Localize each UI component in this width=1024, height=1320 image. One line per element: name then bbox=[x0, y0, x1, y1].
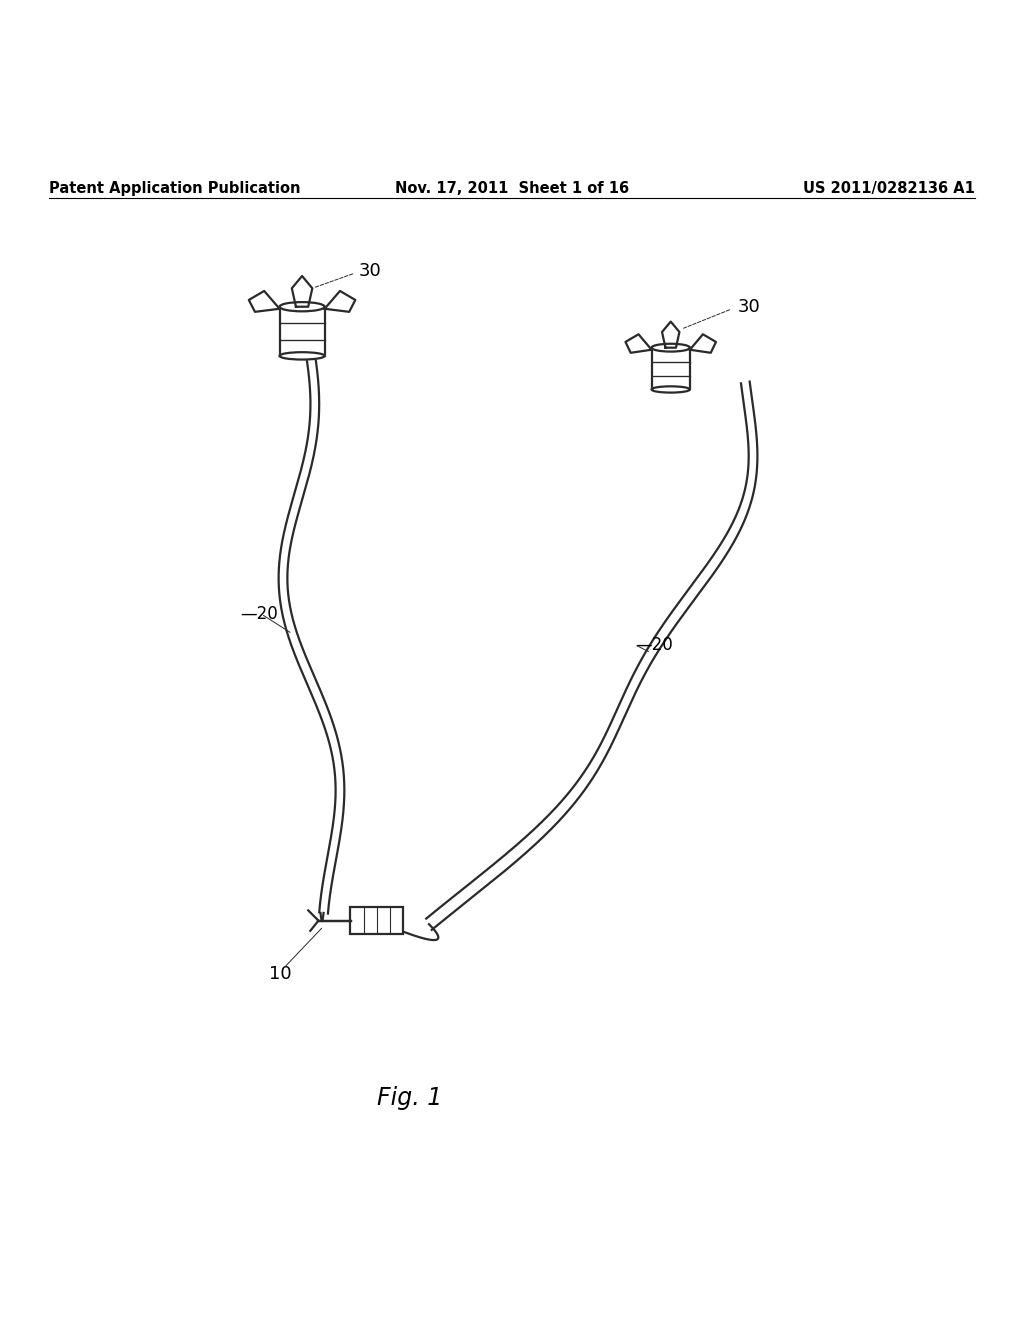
Ellipse shape bbox=[651, 387, 690, 392]
Text: —20: —20 bbox=[241, 605, 279, 623]
Ellipse shape bbox=[651, 343, 690, 351]
Text: Patent Application Publication: Patent Application Publication bbox=[49, 181, 301, 197]
Text: 30: 30 bbox=[358, 261, 381, 280]
Text: US 2011/0282136 A1: US 2011/0282136 A1 bbox=[803, 181, 975, 197]
Text: —20: —20 bbox=[635, 636, 673, 653]
Polygon shape bbox=[325, 290, 355, 312]
Ellipse shape bbox=[280, 352, 325, 359]
Polygon shape bbox=[690, 334, 716, 352]
Text: Nov. 17, 2011  Sheet 1 of 16: Nov. 17, 2011 Sheet 1 of 16 bbox=[395, 181, 629, 197]
Polygon shape bbox=[249, 290, 280, 312]
Polygon shape bbox=[292, 276, 312, 306]
Text: 30: 30 bbox=[737, 298, 760, 315]
FancyBboxPatch shape bbox=[350, 907, 403, 935]
Polygon shape bbox=[626, 334, 651, 352]
Ellipse shape bbox=[280, 302, 325, 312]
Text: Fig. 1: Fig. 1 bbox=[377, 1086, 442, 1110]
Polygon shape bbox=[663, 322, 680, 347]
Text: 10: 10 bbox=[269, 965, 292, 983]
